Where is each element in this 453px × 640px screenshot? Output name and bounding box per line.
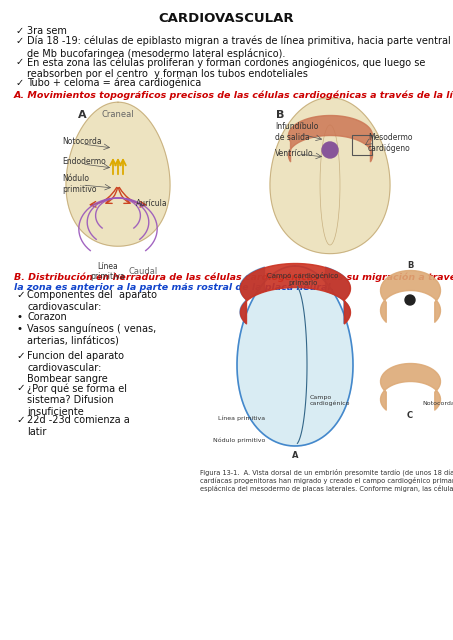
Text: Ventrículo: Ventrículo — [275, 148, 313, 157]
Polygon shape — [237, 266, 353, 446]
Circle shape — [405, 295, 415, 305]
Text: Endodermo: Endodermo — [62, 157, 106, 166]
Text: ✓: ✓ — [16, 26, 24, 36]
Text: Funcion del aparato
cardiovascular:
Bombear sangre: Funcion del aparato cardiovascular: Bomb… — [27, 351, 124, 384]
Text: la zona es anterior a la parte más rostral de la placa neural.: la zona es anterior a la parte más rostr… — [14, 283, 334, 292]
Text: A. Movimientos topográficos precisos de las células cardiogénicas a través de la: A. Movimientos topográficos precisos de … — [14, 91, 453, 100]
Text: En esta zona las células proliferan y forman cordones angiogénicos, que luego se: En esta zona las células proliferan y fo… — [27, 57, 425, 79]
Text: Caudal: Caudal — [128, 267, 158, 276]
Text: Corazon: Corazon — [27, 312, 67, 322]
Text: 22d -23d comienza a
latir: 22d -23d comienza a latir — [27, 415, 130, 436]
Text: Campo cardiogénico
primario: Campo cardiogénico primario — [267, 272, 339, 286]
Text: Nódulo
primitivo: Nódulo primitivo — [62, 174, 96, 194]
Text: ✓: ✓ — [16, 290, 25, 300]
Text: Vasos sanguíneos ( venas,
arterias, linfáticos): Vasos sanguíneos ( venas, arterias, linf… — [27, 324, 156, 346]
Text: •: • — [16, 312, 22, 322]
Text: Infundíbulo
de salida: Infundíbulo de salida — [275, 122, 318, 141]
Text: CARDIOVASCULAR: CARDIOVASCULAR — [158, 12, 294, 25]
Text: Campo
cardiogénico: Campo cardiogénico — [310, 395, 351, 406]
Text: Notocorda: Notocorda — [422, 401, 453, 406]
Polygon shape — [66, 102, 170, 246]
Text: Tubo + celoma = área cardiogénica: Tubo + celoma = área cardiogénica — [27, 78, 201, 88]
Text: ¿Por qué se forma el
sistema? Difusion
insuficiente: ¿Por qué se forma el sistema? Difusion i… — [27, 383, 127, 417]
Text: Notocorda: Notocorda — [62, 138, 101, 147]
Text: ✓: ✓ — [16, 36, 24, 46]
Text: ✓: ✓ — [16, 383, 25, 393]
Text: •: • — [16, 324, 22, 334]
Text: Línea primitiva: Línea primitiva — [218, 415, 265, 421]
Text: B: B — [407, 261, 413, 270]
Text: ✓: ✓ — [16, 351, 25, 361]
Text: Nódulo primitivo: Nódulo primitivo — [212, 438, 265, 443]
Text: C: C — [407, 411, 413, 420]
Text: A: A — [292, 451, 298, 460]
Text: B. Distribución en herradura de las células cardiogénicas tras su migración a tr: B. Distribución en herradura de las célu… — [14, 273, 453, 282]
Text: Día 18 -19: células de epiblasto migran a través de línea primitiva, hacia parte: Día 18 -19: células de epiblasto migran … — [27, 36, 451, 59]
Text: Componentes del  aparato
cardiovascular:: Componentes del aparato cardiovascular: — [27, 290, 157, 312]
Text: Craneal: Craneal — [101, 110, 134, 119]
Text: Figura 13-1.  A. Vista dorsal de un embrión presomite tardío (de unos 18 días) d: Figura 13-1. A. Vista dorsal de un embri… — [200, 468, 453, 492]
Text: ✓: ✓ — [16, 57, 24, 67]
Text: A: A — [77, 110, 87, 120]
Text: B: B — [276, 110, 284, 120]
Polygon shape — [270, 98, 390, 253]
Bar — [352, 135, 372, 155]
Text: ✓: ✓ — [16, 415, 25, 425]
Text: Aurícula: Aurícula — [136, 200, 168, 209]
Text: ✓: ✓ — [16, 78, 24, 88]
Text: 3ra sem: 3ra sem — [27, 26, 67, 36]
Text: Línea
primitiva: Línea primitiva — [91, 262, 125, 282]
Circle shape — [322, 142, 338, 158]
Text: Mesodermo
cardiógeno: Mesodermo cardiógeno — [368, 133, 413, 153]
